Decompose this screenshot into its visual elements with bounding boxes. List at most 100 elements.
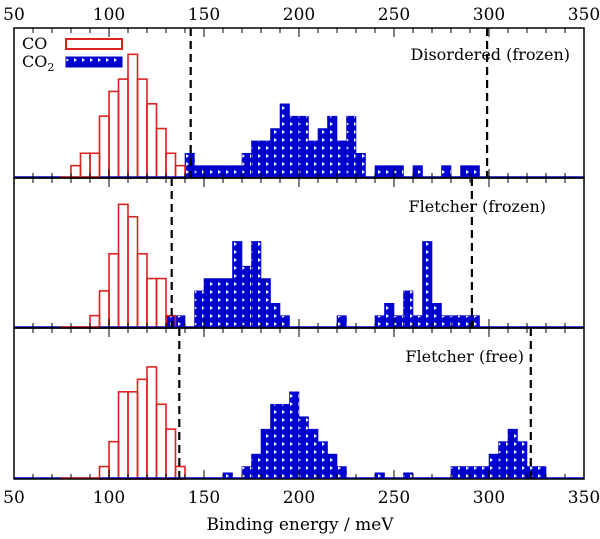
co2-bar — [270, 403, 281, 480]
co2-bar — [450, 315, 461, 329]
co-bar — [155, 127, 167, 179]
co2-bar — [327, 115, 338, 179]
x-axis-label: Binding energy / meV — [206, 515, 394, 535]
co2-bar — [289, 391, 300, 480]
x-tick-label: 200 — [283, 5, 315, 25]
co-bar — [117, 203, 129, 329]
co2-bar — [232, 241, 243, 329]
x-tick-label: 150 — [188, 488, 220, 508]
co-bar — [117, 78, 129, 179]
co2-bar — [194, 165, 205, 179]
co2-bar — [384, 302, 395, 329]
co-bar — [146, 277, 158, 329]
co2-bar — [431, 302, 442, 329]
co2-bar — [412, 315, 423, 329]
co2-bar — [498, 441, 509, 480]
co2-bar — [213, 165, 224, 179]
co2-bar — [260, 428, 271, 480]
co2-bar — [260, 140, 271, 179]
legend-label-co2-main: CO — [22, 52, 47, 71]
co2-bar — [422, 241, 433, 329]
co-bar — [174, 164, 186, 179]
co2-bar — [355, 152, 366, 179]
co2-bar — [403, 290, 414, 329]
legend: CO CO2 — [22, 34, 123, 74]
x-tick-label: 150 — [188, 5, 220, 25]
co-bar — [165, 152, 177, 179]
co2-bar — [374, 165, 385, 179]
co-bar — [146, 103, 158, 179]
co2-bar — [251, 241, 262, 329]
co2-bar — [460, 315, 471, 329]
co2-bar — [441, 315, 452, 329]
co2-bar — [289, 115, 300, 179]
co2-bar — [412, 165, 423, 179]
co2-bar — [241, 152, 252, 179]
co2-bar — [317, 441, 328, 480]
co2-bar — [517, 441, 528, 480]
co2-bar — [251, 453, 262, 480]
co2-bar — [308, 140, 319, 179]
co2-bar — [222, 165, 233, 179]
co-bar — [108, 90, 120, 179]
legend-label-co2-subscript: 2 — [47, 61, 54, 74]
x-tick-label: 50 — [3, 488, 25, 508]
co2-bar — [384, 165, 395, 179]
co-bar — [89, 314, 101, 329]
co-bar — [127, 391, 139, 480]
co2-bar — [194, 290, 205, 329]
co2-bar — [374, 315, 385, 329]
co2-bar — [222, 278, 233, 329]
bars-layer — [14, 53, 584, 480]
x-tick-label: 300 — [473, 488, 505, 508]
co2-bar — [336, 315, 347, 329]
co2-bar — [327, 453, 338, 480]
co-bar — [155, 403, 167, 480]
co-bar — [98, 290, 110, 329]
x-tick-label: 100 — [93, 5, 125, 25]
co-bar — [108, 253, 120, 329]
co-bar — [127, 215, 139, 329]
co2-bar — [393, 315, 404, 329]
co-bar — [136, 78, 148, 179]
co-bar — [155, 277, 167, 329]
co2-bar — [441, 165, 452, 179]
panel-label-disordered: Disordered (frozen) — [411, 45, 570, 64]
x-tick-label: 100 — [93, 488, 125, 508]
x-tick-label: 250 — [378, 5, 410, 25]
x-tick-label: 300 — [473, 5, 505, 25]
co-bar — [165, 428, 177, 480]
co2-bar — [479, 466, 490, 480]
threshold-lines — [170, 28, 532, 479]
co-bar — [117, 391, 129, 480]
co2-bar — [507, 428, 518, 480]
co2-bar — [260, 278, 271, 329]
co2-bar — [213, 278, 224, 329]
co2-bar — [241, 265, 252, 329]
co2-bar — [175, 315, 186, 329]
co-bar — [127, 53, 139, 179]
panel-label-fletcher-free: Fletcher (free) — [405, 347, 524, 366]
co-bar — [70, 164, 82, 179]
co2-bar — [203, 165, 214, 179]
legend-swatch-co — [65, 38, 123, 50]
co-bar — [108, 440, 120, 480]
co-bar — [146, 366, 158, 480]
co2-bar — [460, 466, 471, 480]
x-tick-label: 50 — [3, 5, 25, 25]
co2-bar — [279, 103, 290, 179]
co-bar — [89, 152, 101, 179]
co-bar — [98, 465, 110, 480]
co-bar — [136, 378, 148, 480]
co2-bar — [241, 466, 252, 480]
co-bar — [98, 115, 110, 179]
co2-bar — [203, 278, 214, 329]
legend-swatch-co2 — [65, 56, 123, 68]
x-tick-labels: 50 100 150 200 250 300 350 50 100 150 20… — [3, 5, 600, 508]
co2-bar — [232, 165, 243, 179]
co2-bar — [469, 466, 480, 480]
x-tick-label: 350 — [568, 488, 600, 508]
co2-bar — [308, 428, 319, 480]
co2-bar — [251, 140, 262, 179]
panel-label-fletcher-frozen: Fletcher (frozen) — [409, 197, 546, 216]
